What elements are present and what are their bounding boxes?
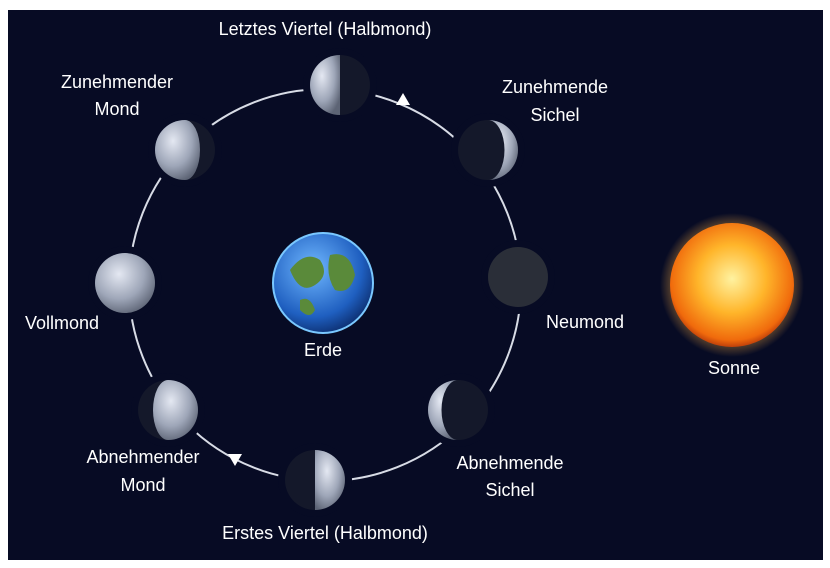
sun bbox=[670, 223, 794, 347]
diagram: Erde Sonne Letztes Viertel (Halbmond) Zun… bbox=[0, 0, 830, 568]
sun-label: Sonne bbox=[708, 358, 760, 378]
moon-label: Neumond bbox=[546, 312, 624, 332]
page: Erde Sonne Letztes Viertel (Halbmond) Zun… bbox=[0, 0, 830, 568]
moon-label: Mond bbox=[120, 475, 165, 495]
moon-lit bbox=[95, 253, 155, 313]
earth bbox=[273, 233, 373, 333]
moon-label: Zunehmender bbox=[61, 72, 173, 92]
moon-label: Sichel bbox=[530, 105, 579, 125]
moon-dark bbox=[488, 247, 548, 307]
moon-label: Abnehmende bbox=[456, 453, 563, 473]
moon-label: Letztes Viertel (Halbmond) bbox=[219, 19, 432, 39]
moon-label: Erstes Viertel (Halbmond) bbox=[222, 523, 428, 543]
moon-label: Abnehmender bbox=[86, 447, 199, 467]
moon-label: Mond bbox=[94, 99, 139, 119]
moon-label: Zunehmende bbox=[502, 77, 608, 97]
moon-label: Sichel bbox=[485, 480, 534, 500]
moon-label: Vollmond bbox=[25, 313, 99, 333]
earth-label: Erde bbox=[304, 340, 342, 360]
